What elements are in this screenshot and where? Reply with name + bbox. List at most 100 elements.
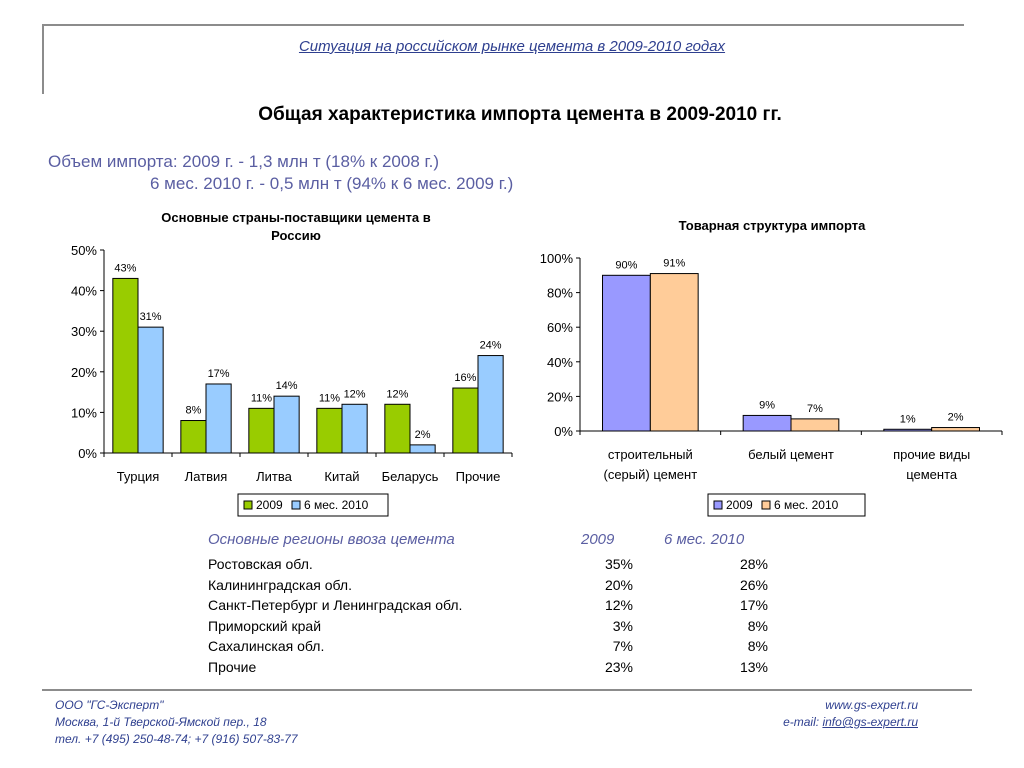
structure-ytick-label: 80% (547, 286, 573, 301)
suppliers-bar (180, 420, 207, 454)
region-value-2010: 8% (747, 617, 768, 634)
suppliers-category-label: Беларусь (382, 469, 439, 484)
table-row: Прочие 23% 13% (208, 659, 768, 679)
region-value-2009: 3% (612, 617, 633, 634)
import-volume-2010: 6 мес. 2010 г. - 0,5 млн т (94% к 6 мес.… (150, 174, 514, 193)
suppliers-bar (316, 407, 343, 454)
suppliers-ytick-label: 50% (71, 243, 97, 258)
structure-data-label: 9% (759, 399, 775, 411)
structure-data-label: 1% (900, 413, 916, 425)
structure-legend-label: 6 мес. 2010 (774, 498, 839, 512)
region-value-2010: 26% (739, 576, 768, 593)
suppliers-data-label: 14% (276, 380, 298, 392)
structure-legend-label: 2009 (726, 498, 753, 512)
suppliers-ytick-label: 40% (71, 284, 97, 299)
suppliers-data-label: 11% (319, 392, 340, 404)
suppliers-data-label: 17% (208, 368, 230, 380)
import-volume-2009: Объем импорта: 2009 г. - 1,3 млн т (18% … (48, 152, 440, 171)
structure-bar (649, 273, 699, 432)
page-title: Общая характеристика импорта цемента в 2… (258, 104, 782, 125)
suppliers-legend-swatch (243, 500, 253, 510)
suppliers-bar (384, 403, 411, 454)
suppliers-data-label: 11% (251, 392, 272, 404)
structure-category-label: (серый) цемент (603, 467, 697, 482)
region-value-2009: 12% (604, 597, 633, 613)
suppliers-bar (112, 277, 139, 454)
regions-header-2009: 2009 (581, 531, 615, 548)
structure-ytick-label: 20% (547, 389, 573, 404)
region-value-2009: 23% (604, 658, 633, 675)
suppliers-bar (205, 383, 232, 454)
suppliers-bar (452, 387, 479, 454)
suppliers-legend-swatch (291, 500, 301, 510)
footer-email-link[interactable]: info@gs-expert.ru (822, 715, 918, 729)
region-name: Приморский край (208, 617, 322, 634)
table-row: Калининградская обл. 20% 26% (208, 577, 768, 597)
structure-data-label: 2% (948, 412, 964, 424)
suppliers-category-label: Турция (117, 469, 160, 484)
structure-legend-swatch (761, 500, 771, 510)
suppliers-data-label: 2% (415, 429, 431, 441)
structure-category-label: цемента (906, 467, 958, 482)
suppliers-bar (477, 355, 504, 454)
suppliers-legend-label: 2009 (256, 498, 283, 512)
table-row: Санкт-Петербург и Ленинградская обл. 12% 1… (208, 597, 768, 617)
table-row: Сахалинская обл. 7% 8% (208, 638, 768, 658)
structure-data-label: 90% (615, 259, 637, 271)
suppliers-bar (341, 403, 368, 454)
suppliers-data-label: 16% (454, 372, 476, 384)
suppliers-data-label: 43% (114, 262, 136, 274)
structure-category-label: прочие виды (893, 447, 970, 462)
suppliers-ytick-label: 30% (71, 324, 97, 339)
structure-bar (790, 418, 840, 432)
footer-rule (42, 689, 972, 691)
region-value-2009: 35% (604, 556, 633, 572)
structure-ytick-label: 40% (547, 355, 573, 370)
suppliers-category-label: Китай (324, 469, 359, 484)
suppliers-category-label: Латвия (185, 469, 228, 484)
structure-category-label: строительный (608, 447, 693, 462)
table-row: Приморский край 3% 8% (208, 618, 768, 638)
structure-data-label: 91% (663, 258, 685, 270)
suppliers-bar (137, 326, 164, 454)
header-rule (42, 24, 964, 26)
suppliers-data-label: 31% (140, 311, 162, 323)
suppliers-ytick-label: 0% (78, 446, 97, 461)
suppliers-title: Россию (271, 228, 321, 243)
region-value-2010: 28% (739, 556, 768, 572)
suppliers-category-label: Прочие (456, 469, 501, 484)
structure-ytick-label: 0% (554, 424, 573, 439)
region-name: Сахалинская обл. (208, 638, 325, 654)
suppliers-data-label: 12% (386, 388, 408, 400)
suppliers-ytick-label: 10% (71, 405, 97, 420)
suppliers-data-label: 8% (185, 405, 201, 417)
suppliers-bar (409, 444, 436, 454)
structure-bar (931, 427, 980, 432)
footer-email: e-mail: info@gs-expert.ru (783, 715, 918, 729)
region-value-2010: 13% (739, 658, 768, 675)
suppliers-title: Основные страны-поставщики цемента в (161, 210, 430, 225)
suppliers-legend-label: 6 мес. 2010 (304, 498, 369, 512)
region-name: Калининградская обл. (208, 576, 352, 593)
region-value-2010: 17% (739, 597, 768, 613)
header-subtitle: Ситуация на российском рынке цемента в 2… (298, 38, 726, 55)
suppliers-legend (237, 493, 389, 517)
region-name: Ростовская обл. (208, 556, 313, 572)
table-row: Ростовская обл. 35% 28% (208, 556, 768, 576)
suppliers-category-label: Литва (256, 469, 293, 484)
suppliers-ytick-label: 20% (71, 365, 97, 380)
structure-category-label: белый цемент (748, 447, 834, 462)
suppliers-data-label: 24% (480, 340, 502, 352)
structure-ytick-label: 60% (547, 320, 573, 335)
region-value-2009: 7% (612, 638, 633, 654)
structure-bar (883, 428, 933, 432)
structure-legend (707, 493, 866, 517)
suppliers-data-label: 12% (344, 388, 366, 400)
structure-legend-swatch (713, 500, 723, 510)
footer-address: Москва, 1-й Тверской-Ямской пер., 18 (55, 715, 267, 729)
region-name: Прочие (208, 658, 257, 675)
structure-ytick-label: 100% (540, 251, 574, 266)
header-side-rule (42, 24, 44, 94)
footer-website[interactable]: www.gs-expert.ru (825, 698, 918, 712)
